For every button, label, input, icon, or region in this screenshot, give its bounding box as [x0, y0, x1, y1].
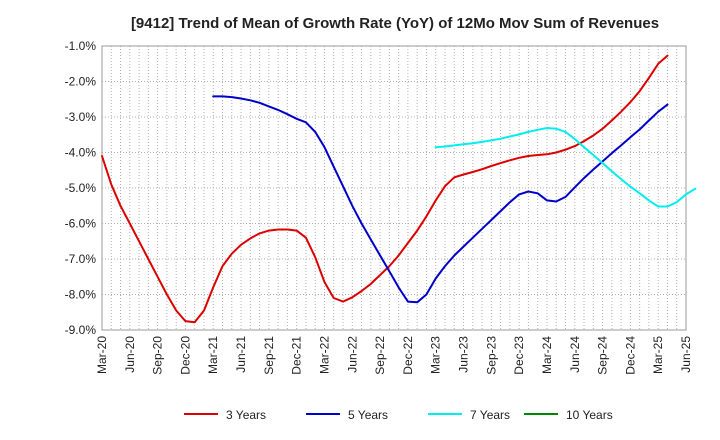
legend: 3 Years 5 Years 7 Years 10 Years [184, 408, 613, 422]
x-tick-label: Sep-21 [262, 336, 276, 375]
x-tick-label: Sep-20 [151, 336, 165, 375]
x-tick-label: Jun-25 [679, 336, 693, 373]
x-tick-label: Dec-24 [623, 336, 637, 375]
x-tick-label: Jun-23 [457, 336, 471, 373]
x-tick-label: Jun-24 [568, 336, 582, 373]
chart-title: [9412] Trend of Mean of Growth Rate (YoY… [131, 15, 659, 32]
y-tick-label: -8.0% [65, 288, 97, 302]
y-tick-label: -2.0% [65, 75, 97, 89]
grid [102, 45, 686, 331]
y-tick-label: -4.0% [65, 146, 97, 160]
legend-label: 7 Years [470, 408, 510, 422]
legend-label: 5 Years [348, 408, 388, 422]
x-tick-label: Dec-21 [290, 336, 304, 375]
legend-label: 3 Years [226, 408, 266, 422]
x-tick-label: Jun-20 [123, 336, 137, 373]
x-tick-label: Mar-23 [429, 336, 443, 374]
x-tick-label: Mar-22 [317, 336, 331, 374]
x-tick-label: Jun-22 [345, 336, 359, 373]
plot-area-border [101, 45, 687, 331]
series-lines [101, 54, 697, 324]
x-tick-label: Dec-22 [401, 336, 415, 375]
x-tick-label: Dec-23 [512, 336, 526, 375]
legend-label: 10 Years [566, 408, 613, 422]
y-tick-label: -7.0% [65, 252, 97, 266]
x-tick-label: Jun-21 [234, 336, 248, 373]
y-tick-label: -6.0% [65, 217, 97, 231]
x-tick-label: Mar-24 [540, 336, 554, 374]
x-tick-label: Mar-25 [651, 336, 665, 374]
x-tick-label: Sep-22 [373, 336, 387, 375]
series-line-3-years [101, 54, 669, 324]
y-axis-ticks: -9.0% -8.0% -7.0% -6.0% -5.0% -4.0% -3.0% -2.0%… [65, 39, 97, 337]
y-tick-label: -5.0% [65, 181, 97, 195]
series-line-7-years [434, 127, 697, 208]
x-axis-ticks: Mar-20 Jun-20 Sep-20 Dec-20 Mar-21 Jun-21 Sep-… [95, 336, 693, 375]
x-tick-label: Dec-20 [178, 336, 192, 375]
x-tick-label: Mar-21 [206, 336, 220, 374]
y-tick-label: -1.0% [65, 39, 97, 53]
x-tick-label: Sep-23 [484, 336, 498, 375]
y-tick-label: -3.0% [65, 110, 97, 124]
series-line-5-years [212, 95, 669, 304]
y-tick-label: -9.0% [65, 323, 97, 337]
x-tick-label: Mar-20 [95, 336, 109, 374]
x-tick-label: Sep-24 [596, 336, 610, 375]
